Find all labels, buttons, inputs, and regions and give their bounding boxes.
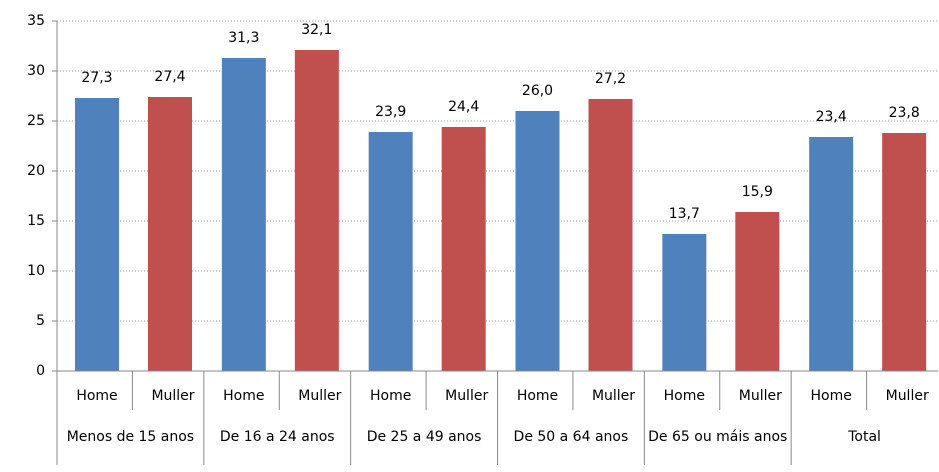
series-label: Home [517,388,558,404]
category-label-box: De 16 a 24 anos [219,429,335,445]
category-label: De 25 a 49 anos [366,429,482,445]
y-tick-label: 0 [36,363,45,379]
y-tick-label: 30 [27,63,45,79]
y-tick-label: 20 [27,163,45,179]
category-label-box: De 65 ou máis anos [648,429,788,445]
bar [882,133,927,371]
series-label: Muller [151,388,194,404]
category-label: Total [848,429,881,445]
series-label: Muller [886,388,929,404]
series-label: Muller [298,388,341,404]
data-label: 13,7 [669,206,700,222]
bar [221,58,266,371]
series-label: Muller [592,388,635,404]
data-label: 27,3 [81,70,112,86]
series-label: Muller [739,388,782,404]
bar [515,111,560,371]
y-tick-label: 25 [27,113,45,129]
bar [368,132,413,371]
category-label: De 65 ou máis anos [648,429,788,445]
category-label-box: Total [848,429,881,445]
bar [662,234,707,371]
series-label: Home [370,388,411,404]
bar [441,127,486,371]
series-label: Home [223,388,264,404]
category-label: De 16 a 24 anos [219,429,335,445]
data-label: 15,9 [742,184,773,200]
y-tick-label: 10 [27,263,45,279]
y-tick-label: 15 [27,213,45,229]
category-label: Menos de 15 anos [66,429,195,445]
data-label: 32,1 [301,22,332,38]
bar [294,50,339,371]
bar [809,137,854,371]
data-label: 23,8 [889,105,920,121]
series-label: Home [664,388,705,404]
data-label: 31,3 [228,30,259,46]
data-label: 23,9 [375,104,406,120]
category-label: De 50 a 64 anos [513,429,629,445]
data-label: 27,4 [154,69,185,85]
category-label-box: De 50 a 64 anos [513,429,629,445]
series-label: Muller [445,388,488,404]
category-label-box: Menos de 15 anos [66,429,195,445]
bar [735,212,780,371]
data-label: 27,2 [595,71,626,87]
y-tick-label: 35 [27,13,45,29]
series-label: Home [76,388,117,404]
bar [75,98,119,371]
category-label-box: De 25 a 49 anos [366,429,482,445]
data-label: 26,0 [522,83,553,99]
y-tick-label: 5 [36,313,45,329]
data-label: 24,4 [448,99,479,115]
bar [588,99,633,371]
series-label: Home [810,388,851,404]
bar [148,97,192,371]
data-label: 23,4 [816,109,847,125]
